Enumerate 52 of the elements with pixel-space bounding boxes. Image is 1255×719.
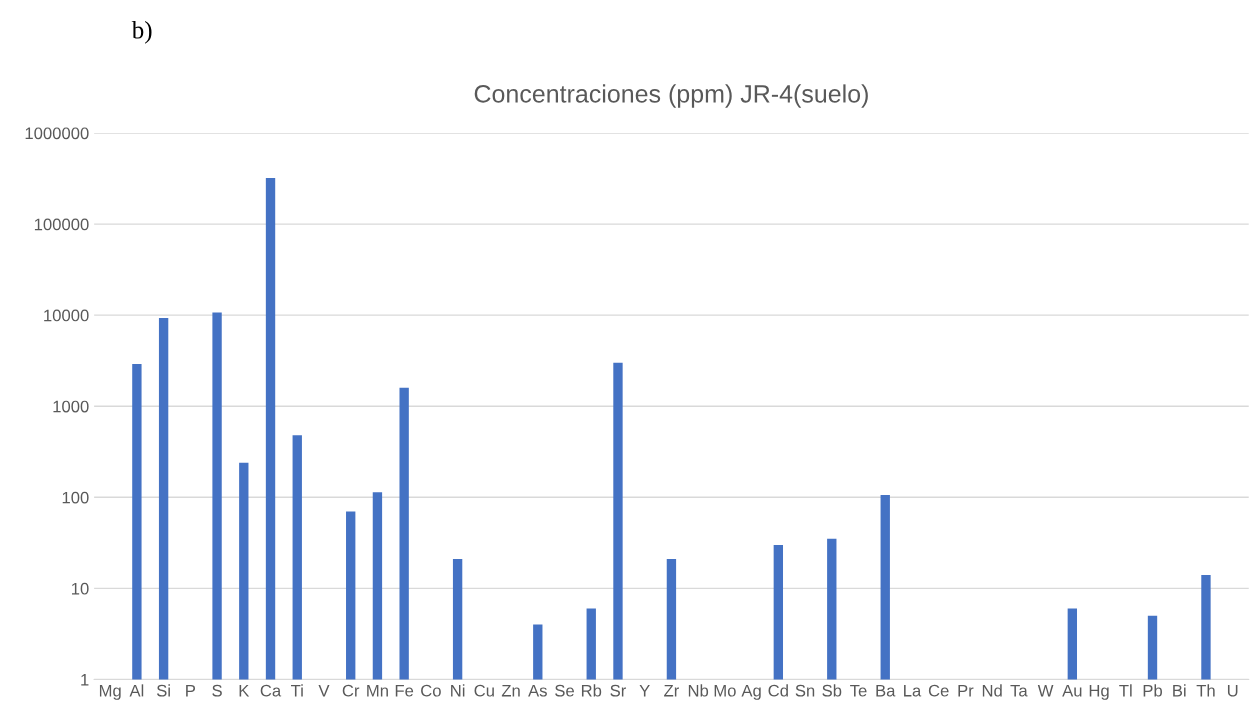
x-tick-label: Cd bbox=[768, 684, 788, 697]
y-tick-label: 1000 bbox=[53, 400, 89, 413]
x-tick-label: Se bbox=[555, 684, 574, 697]
x-tick-label: Th bbox=[1196, 684, 1215, 697]
y-tick-label: 100000 bbox=[34, 218, 89, 231]
y-tick-label: 100 bbox=[62, 491, 89, 504]
x-tick-label: As bbox=[528, 684, 547, 697]
x-tick-label: Sn bbox=[795, 684, 815, 697]
x-tick-label: P bbox=[186, 684, 196, 697]
x-tick-label: Mg bbox=[99, 684, 121, 700]
y-tick-label: 10000 bbox=[44, 309, 89, 322]
x-tick-label: Ni bbox=[451, 684, 465, 697]
x-tick-label: Ba bbox=[876, 684, 896, 697]
x-tick-label: Y bbox=[639, 684, 650, 697]
x-tick-label: Te bbox=[850, 684, 867, 697]
x-tick-label: Si bbox=[156, 684, 170, 697]
x-tick-label: Ti bbox=[291, 684, 303, 697]
x-tick-label: Mo bbox=[714, 684, 736, 697]
x-tick-label: Pr bbox=[958, 684, 974, 697]
x-tick-label: Rb bbox=[581, 684, 602, 697]
x-tick-label: Au bbox=[1062, 684, 1082, 697]
x-tick-label: Nd bbox=[982, 684, 1002, 697]
x-tick-label: Nb bbox=[688, 684, 709, 697]
x-tick-label: Mn bbox=[367, 684, 388, 697]
x-tick-label: Zn bbox=[501, 684, 520, 697]
x-tick-label: La bbox=[904, 684, 922, 697]
x-tick-label: Al bbox=[129, 684, 144, 697]
x-tick-label: Fe bbox=[395, 684, 414, 697]
x-tick-label: Hg bbox=[1089, 684, 1109, 700]
x-tick-label: Cr bbox=[342, 684, 360, 697]
x-tick-label: Ce bbox=[928, 684, 949, 697]
x-tick-label: Cu bbox=[474, 684, 494, 697]
text: b) bbox=[131, 21, 152, 44]
x-tick-label: Pb bbox=[1143, 684, 1162, 697]
x-tick-label: U bbox=[1227, 684, 1238, 697]
x-tick-label: Ta bbox=[1010, 684, 1028, 697]
x-tick-label: K bbox=[239, 684, 250, 697]
x-tick-label: Ag bbox=[741, 684, 761, 700]
x-tick-label: Sr bbox=[610, 684, 627, 697]
y-tick-label: 10 bbox=[72, 582, 89, 595]
x-tick-label: Co bbox=[421, 684, 441, 697]
x-tick-label: Zr bbox=[664, 684, 680, 697]
y-tick-label: 1000000 bbox=[25, 127, 89, 140]
x-tick-label: Ca bbox=[260, 684, 282, 697]
x-tick-label: Bi bbox=[1173, 684, 1186, 697]
y-tick-label: 1 bbox=[81, 674, 89, 686]
x-tick-label: Sb bbox=[822, 684, 842, 697]
x-tick-label: W bbox=[1037, 684, 1054, 697]
x-tick-label: Tl bbox=[1119, 684, 1132, 697]
x-tick-label: S bbox=[212, 684, 222, 697]
x-tick-label: V bbox=[318, 684, 330, 697]
chart-title: Concentraciones (ppm) JR-4(suelo) bbox=[474, 84, 868, 108]
